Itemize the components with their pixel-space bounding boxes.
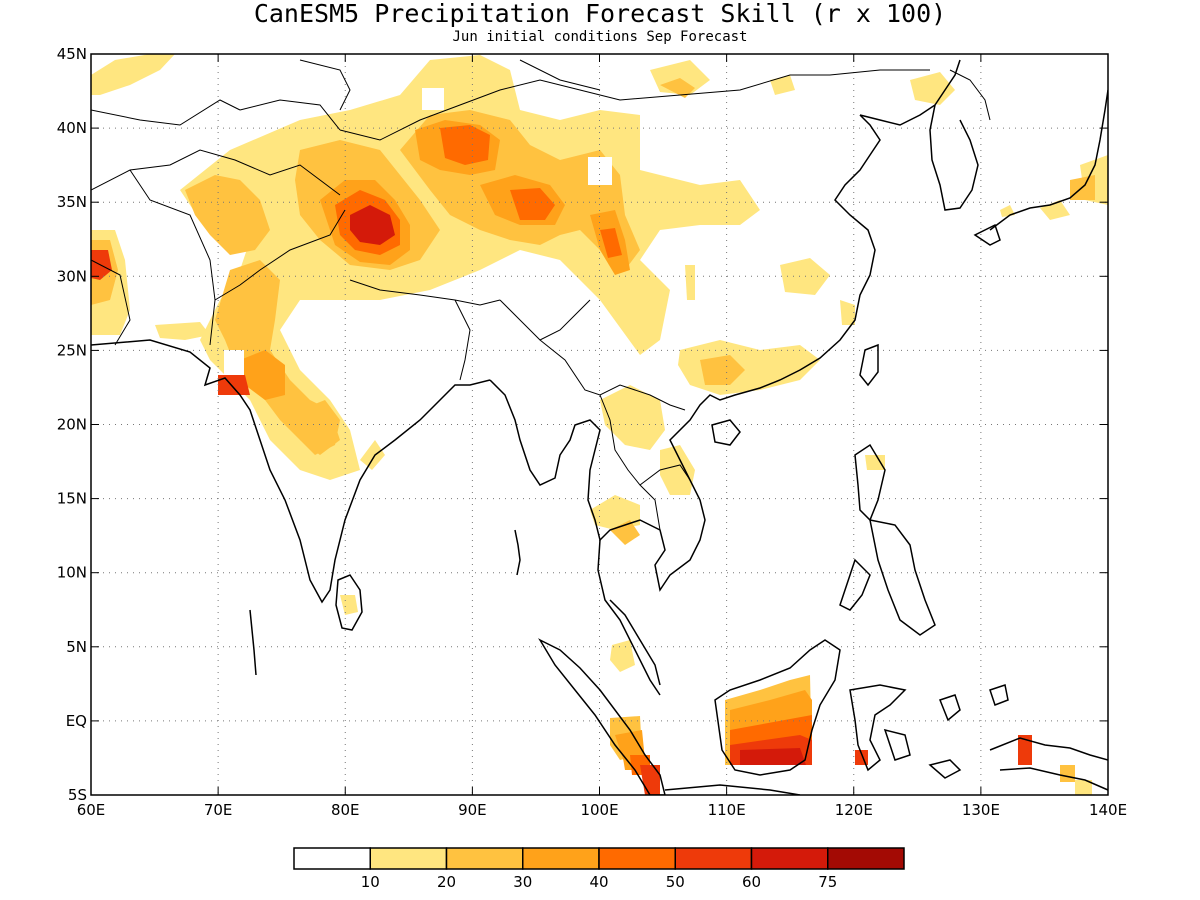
x-tick-label: 140E (1089, 801, 1127, 819)
y-tick-label: 25N (57, 341, 87, 359)
x-axis: 60E 70E 80E 90E 100E 110E 120E 130E 140E (77, 54, 1127, 819)
y-tick-label: 45N (57, 45, 87, 63)
skill-shading (91, 54, 1108, 795)
colorbar-label: 30 (513, 873, 532, 891)
colorbar-label: 40 (589, 873, 608, 891)
map-subtitle: Jun initial conditions Sep Forecast (452, 29, 748, 45)
y-axis: 45N 40N 35N 30N 25N 20N 15N 10N 5N EQ 5S (57, 45, 1108, 804)
x-tick-label: 110E (708, 801, 746, 819)
x-tick-label: 120E (835, 801, 873, 819)
x-tick-label: 60E (77, 801, 106, 819)
colorbar-swatch (598, 847, 676, 870)
x-tick-label: 130E (962, 801, 1000, 819)
colorbar-swatch (293, 847, 371, 870)
y-tick-label: 30N (57, 267, 87, 285)
y-tick-label: 35N (57, 193, 87, 211)
x-tick-label: 100E (580, 801, 618, 819)
colorbar-label: 75 (818, 873, 837, 891)
map-title: CanESM5 Precipitation Forecast Skill (r … (253, 0, 947, 28)
colorbar-swatch (445, 847, 524, 870)
y-tick-label: 10N (57, 564, 87, 582)
colorbar-swatch (369, 847, 448, 870)
colorbar-label: 60 (742, 873, 761, 891)
colorbar-label: 50 (666, 873, 685, 891)
y-tick-label: 5S (68, 786, 87, 804)
y-tick-label: 20N (57, 416, 87, 434)
colorbar-swatch (522, 847, 600, 870)
colorbar: 10 20 30 40 50 60 75 (293, 847, 905, 891)
coastlines (91, 59, 1108, 795)
x-tick-label: 90E (458, 801, 487, 819)
colorbar-label: 10 (361, 873, 380, 891)
colorbar-swatch (827, 847, 905, 870)
y-tick-label: 5N (66, 638, 87, 656)
x-tick-label: 80E (331, 801, 360, 819)
colorbar-label: 20 (437, 873, 456, 891)
y-tick-label: EQ (66, 712, 87, 730)
y-tick-label: 40N (57, 119, 87, 137)
x-tick-label: 70E (204, 801, 233, 819)
colorbar-swatch (674, 847, 753, 870)
country-borders (91, 59, 991, 531)
colorbar-swatch (750, 847, 829, 870)
y-tick-label: 15N (57, 490, 87, 508)
